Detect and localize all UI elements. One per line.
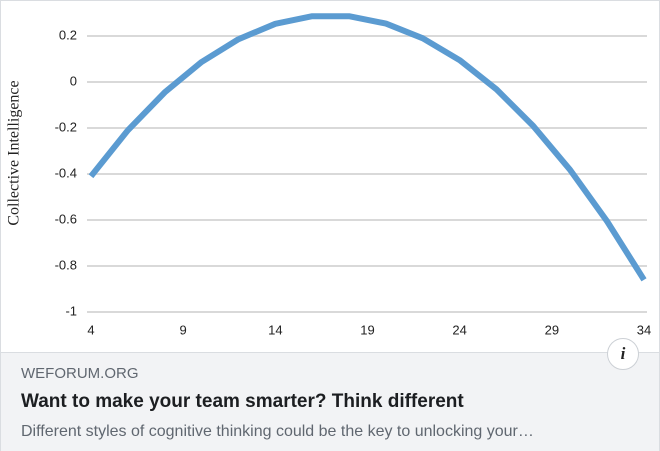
x-tick-label: 24 <box>452 322 466 337</box>
x-tick-label: 14 <box>268 322 282 337</box>
chart: Collective Intelligence 0.2 0 -0.2 -0.4 -0.6… <box>6 13 651 337</box>
y-tick-label: -1 <box>65 303 77 318</box>
link-footer: WEFORUM.ORG Want to make your team smart… <box>1 338 659 451</box>
link-title[interactable]: Want to make your team smarter? Think di… <box>21 391 464 412</box>
data-line <box>88 13 647 282</box>
x-tick-label: 4 <box>87 322 94 337</box>
y-tick-label: -0.4 <box>55 165 77 180</box>
x-tick-label: 19 <box>360 322 374 337</box>
y-tick-label: -0.8 <box>55 257 77 272</box>
y-tick-label: 0.2 <box>59 27 77 42</box>
y-tick-label: -0.2 <box>55 119 77 134</box>
link-domain: WEFORUM.ORG <box>21 365 139 382</box>
x-tick-label: 29 <box>545 322 559 337</box>
x-tick-label: 34 <box>637 322 651 337</box>
link-description: Different styles of cognitive thinking c… <box>21 423 534 440</box>
y-tick-label: 0 <box>70 73 77 88</box>
y-axis-label: Collective Intelligence <box>6 80 23 225</box>
y-tick-label: -0.6 <box>55 211 77 226</box>
x-tick-label: 9 <box>180 322 187 337</box>
info-button[interactable]: i <box>607 338 639 370</box>
